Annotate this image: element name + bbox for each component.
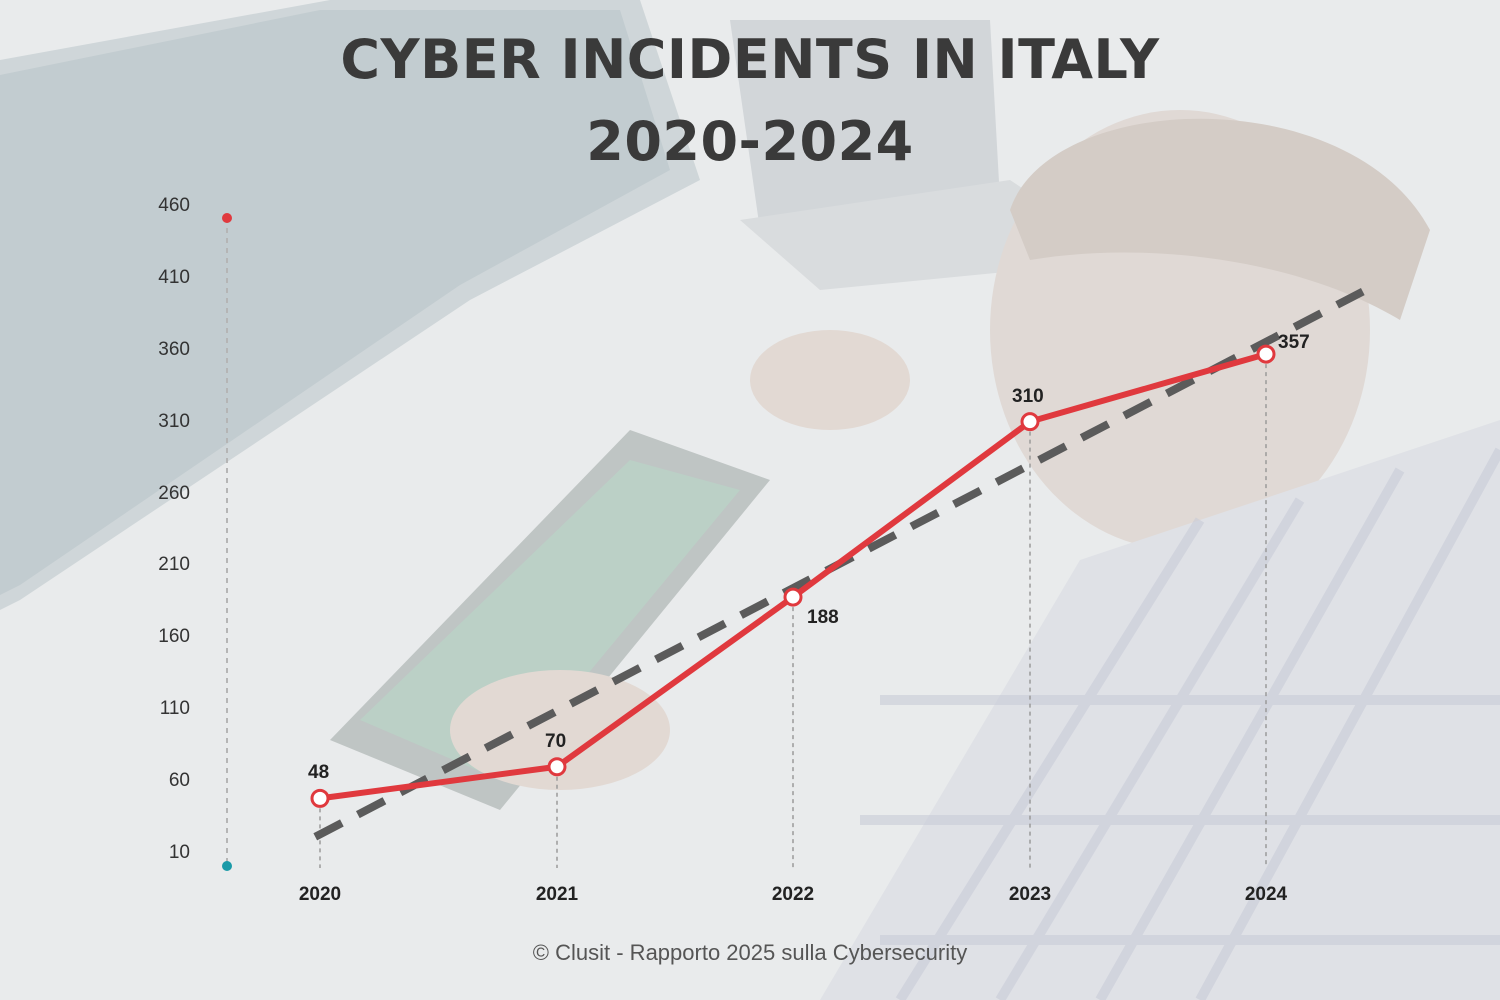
y-tick-label: 110 <box>159 698 190 720</box>
data-point <box>1256 344 1276 364</box>
series-line <box>319 351 1267 802</box>
x-tick-label: 2021 <box>535 884 579 905</box>
x-tick-label: 2022 <box>771 884 815 905</box>
data-label: 48 <box>308 762 330 784</box>
data-label: 357 <box>1278 332 1310 354</box>
chart-title-line2: 2020-2024 <box>586 110 914 173</box>
y-tick-label: 460 <box>158 195 190 216</box>
data-point <box>783 587 803 607</box>
y-tick-label: 410 <box>158 266 190 288</box>
y-axis-bottom-dot <box>222 861 232 871</box>
y-tick-label: 10 <box>168 842 190 863</box>
y-tick-label: 160 <box>158 626 190 648</box>
x-tick-label: 2023 <box>1008 884 1052 905</box>
y-tick-label: 360 <box>158 338 190 360</box>
data-point <box>1020 412 1040 432</box>
y-tick-label: 210 <box>158 554 190 576</box>
x-tick-label: 2024 <box>1244 884 1288 905</box>
data-label: 70 <box>545 730 567 752</box>
y-tick-label: 260 <box>158 482 190 504</box>
chart-title-line1: CYBER INCIDENTS IN ITALY <box>340 28 1160 91</box>
laptop-illustration <box>730 20 1000 230</box>
y-tick-label: 310 <box>158 410 190 432</box>
source-credit: © Clusit - Rapporto 2025 sulla Cybersecu… <box>532 940 968 965</box>
data-label: 188 <box>807 607 839 629</box>
data-point <box>547 757 567 777</box>
y-tick-label: 60 <box>168 770 190 792</box>
x-tick-label: 2020 <box>298 884 342 905</box>
y-axis-top-dot <box>222 213 232 223</box>
data-point <box>310 788 330 808</box>
data-label: 310 <box>1012 385 1044 407</box>
